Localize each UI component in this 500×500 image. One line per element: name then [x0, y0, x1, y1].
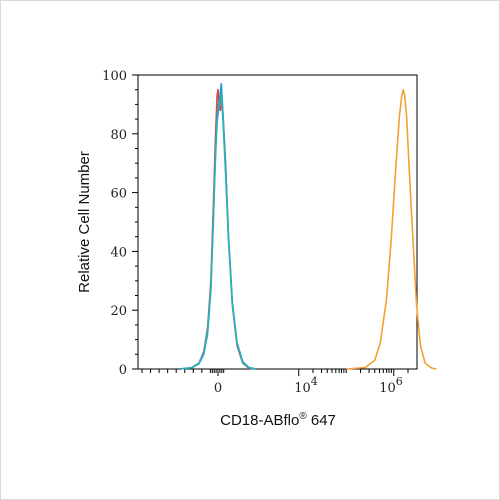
- y-tick-label: 100: [102, 69, 127, 84]
- y-tick-label: 40: [110, 245, 127, 260]
- series-line-4: [346, 88, 437, 370]
- series-line-1: [179, 88, 257, 370]
- x-axis: 0 104 106: [141, 369, 409, 396]
- x-tick-label: 106: [379, 375, 403, 396]
- y-axis: 0 20 40 60 80 100: [102, 69, 138, 378]
- series-line-3: [179, 91, 257, 370]
- series-line-2: [179, 83, 257, 370]
- x-axis-title-main: CD18-ABflo: [220, 412, 299, 429]
- series-layer: [179, 83, 437, 370]
- y-tick-label: 0: [119, 363, 127, 378]
- y-tick-label: 20: [110, 304, 127, 319]
- plot-frame: [137, 74, 418, 370]
- y-axis-title: Relative Cell Number: [76, 151, 93, 293]
- x-tick-label: 104: [294, 375, 318, 396]
- x-axis-title: CD18-ABflo® 647: [220, 411, 336, 429]
- x-axis-title-suffix: 647: [307, 412, 336, 429]
- y-tick-label: 60: [110, 187, 127, 202]
- x-tick-label: 0: [214, 381, 222, 396]
- x-axis-title-registered-mark: ®: [299, 411, 307, 422]
- y-tick-label: 80: [110, 128, 127, 143]
